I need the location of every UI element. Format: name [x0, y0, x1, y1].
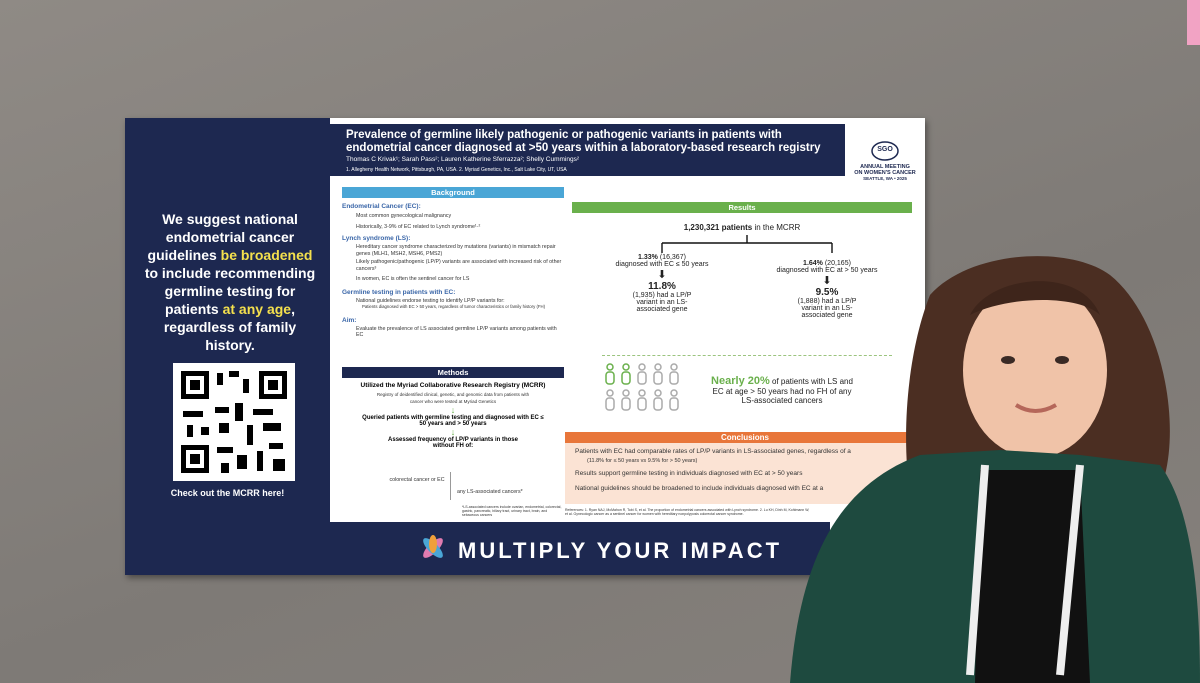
- methods-section: Methods Utilized the Myriad Collaborativ…: [342, 367, 564, 517]
- branch-pct: 1.64%: [803, 260, 823, 267]
- bullet: Hereditary cancer syndrome characterized…: [356, 244, 556, 257]
- total-suffix: in the MCRR: [752, 223, 801, 232]
- branch-result: 9.5%: [815, 287, 839, 298]
- key-message: We suggest national endometrial cancer g…: [139, 210, 321, 354]
- tree-lines: [661, 235, 833, 253]
- divider: [602, 355, 892, 356]
- logo-mark: [871, 141, 899, 161]
- message-text: , regardless of family history.: [163, 301, 297, 353]
- left-panel: We suggest national endometrial cancer g…: [125, 118, 330, 575]
- references: References: 1. Ryan NAJ, McMahon R, Tobi…: [565, 508, 810, 516]
- conclusion-detail: (11.8% for ≤ 50 years vs 9.5% for > 50 y…: [587, 458, 698, 464]
- subheading: Lynch syndrome (LS):: [342, 235, 411, 242]
- footer: MULTIPLY YOUR IMPACT: [330, 522, 830, 575]
- branch-desc: diagnosed with EC ≤ 50 years: [615, 261, 709, 268]
- affiliations: 1. Allegheny Health Network, Pittsburgh,…: [346, 167, 567, 173]
- presenter: [790, 256, 1200, 683]
- background-section: Background Endometrial Cancer (EC): Most…: [342, 187, 564, 339]
- registry-text: Registry of deidentified clinical, genet…: [376, 392, 530, 404]
- bullet: In women, EC is often the sentinel cance…: [356, 276, 470, 282]
- footnote: *LS-associated cancers include ovarian, …: [462, 505, 562, 517]
- qr-code: [173, 363, 295, 481]
- methods-subtitle: Utilized the Myriad Collaborative Resear…: [360, 382, 546, 389]
- logo-text: SEATTLE, WA • 2025: [863, 176, 907, 181]
- people-icons: [605, 363, 679, 411]
- total-patients: 1,230,321 patients: [683, 223, 753, 232]
- highlight-text: Nearly 20% of patients with LS and EC at…: [707, 375, 857, 405]
- subheading: Endometrial Cancer (EC):: [342, 203, 421, 210]
- subheading: Germline testing in patients with EC:: [342, 288, 456, 296]
- highlight-stat: Nearly 20%: [711, 375, 770, 387]
- subheading: Aim:: [342, 316, 357, 324]
- branch-result-desc: (1,935) had a LP/P variant in an LS-asso…: [632, 292, 692, 313]
- conclusion: Patients with EC had comparable rates of…: [575, 448, 851, 455]
- pink-paper: [1187, 0, 1200, 45]
- method-step: Assessed frequency of LP/P variants in t…: [388, 437, 518, 449]
- authors: Thomas C Krivak¹; Sarah Pass²; Lauren Ka…: [346, 156, 580, 163]
- logo-text: ON WOMEN'S CANCER: [854, 170, 916, 176]
- logo-text: ANNUAL MEETING: [860, 164, 910, 170]
- outcome: any LS-associated cancers*: [457, 489, 523, 495]
- aim: Evaluate the prevalence of LS associated…: [356, 325, 557, 339]
- branch: 1.33% (16,367) diagnosed with EC ≤ 50 ye…: [592, 254, 732, 313]
- section-heading: Background: [342, 187, 564, 198]
- sub-bullet: Patients diagnosed with EC > 50 years, r…: [362, 304, 546, 309]
- branch-count: (16,367): [657, 254, 686, 261]
- footer-logo: [423, 535, 443, 558]
- message-text: We suggest national endometrial cancer g…: [147, 211, 298, 263]
- footer-text: MULTIPLY YOUR IMPACT: [458, 538, 783, 563]
- outcome: colorectal cancer or EC: [389, 477, 445, 483]
- results-section: Results 1,230,321 patients in the MCRR 1…: [572, 202, 912, 411]
- message-text: to include recommending germline testing…: [144, 265, 316, 317]
- branch-result-desc: (1,888) had a LP/P variant in an LS-asso…: [797, 298, 857, 319]
- bullet: Likely pathogenic/pathogenic (LP/P) vari…: [356, 259, 562, 272]
- bullet: National guidelines endorse testing to i…: [356, 297, 505, 304]
- message-highlight: be broadened: [220, 247, 313, 263]
- branch-result: 11.8%: [648, 281, 676, 292]
- bullet: Most common gynecological malignancy: [356, 213, 452, 219]
- highlight-rest: of patients with LS and EC at age > 50 y…: [712, 377, 853, 405]
- divider: [450, 472, 451, 500]
- title-bar: Prevalence of germline likely pathogenic…: [330, 124, 845, 176]
- branch-count: (20,165): [822, 260, 851, 267]
- section-heading: Methods: [342, 367, 564, 378]
- sgo-logo: SGO ANNUAL MEETING ON WOMEN'S CANCER SEA…: [845, 140, 925, 181]
- method-step: Queried patients with germline testing a…: [362, 415, 544, 427]
- qr-caption: Check out the MCRR here!: [170, 488, 285, 498]
- bullet: Historically, 3-9% of EC related to Lync…: [356, 223, 481, 230]
- logo-org: SGO: [877, 146, 893, 153]
- conclusion: Results support germline testing in indi…: [575, 470, 803, 477]
- section-heading: Conclusions: [565, 432, 925, 443]
- section-heading: Results: [572, 202, 912, 213]
- branch-desc: diagnosed with EC at > 50 years: [776, 267, 878, 274]
- branch: 1.64% (20,165) diagnosed with EC at > 50…: [757, 260, 897, 319]
- message-highlight: at any age: [222, 301, 292, 317]
- conclusion: National guidelines should be broadened …: [575, 485, 824, 492]
- branch-pct: 1.33%: [638, 254, 658, 261]
- poster-title: Prevalence of germline likely pathogenic…: [346, 129, 821, 154]
